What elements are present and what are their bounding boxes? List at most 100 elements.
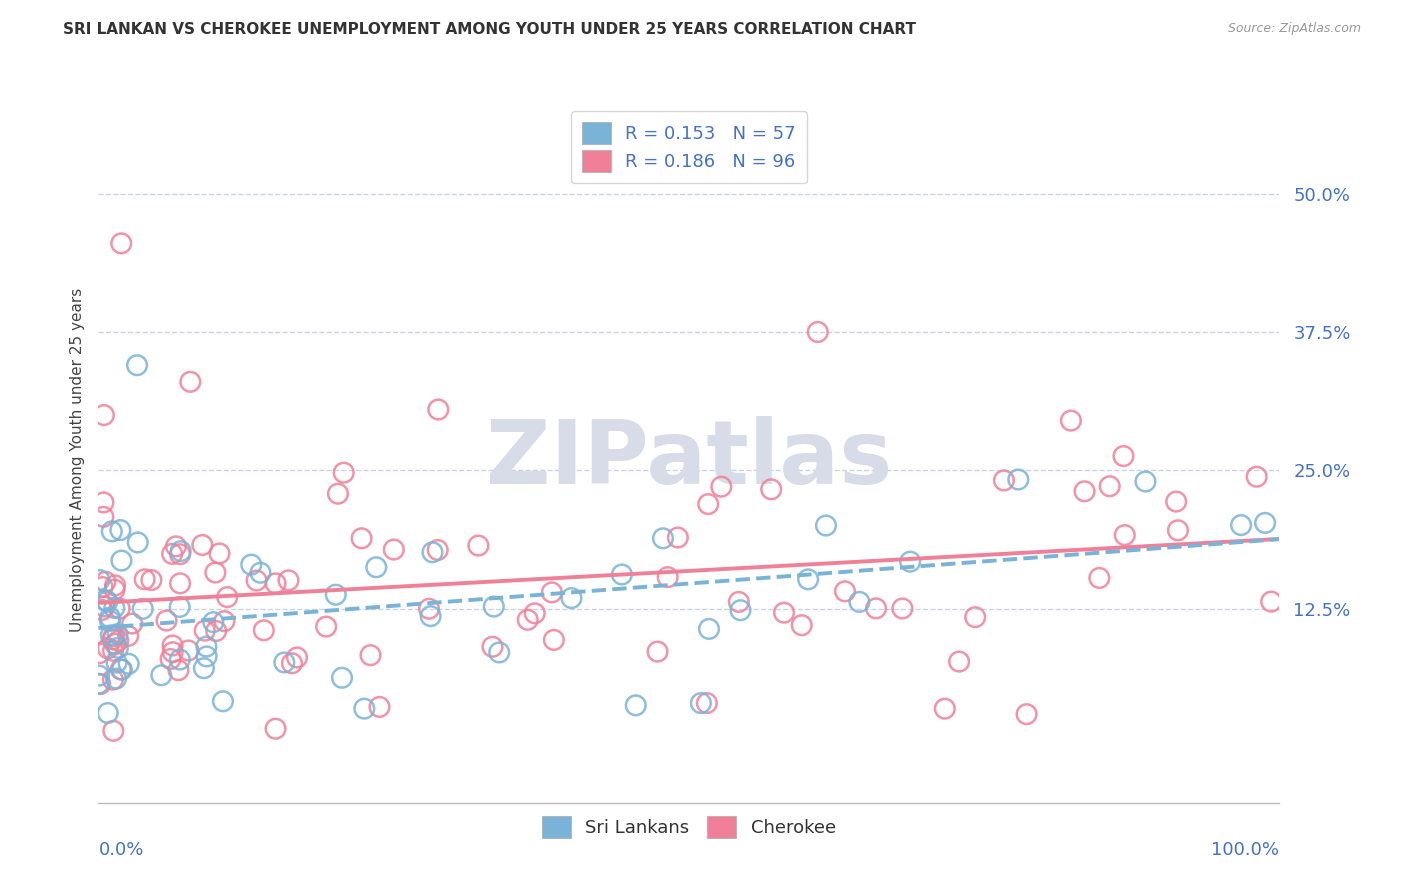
Point	[865, 601, 887, 615]
Point	[1254, 516, 1277, 530]
Point	[108, 601, 131, 615]
Text: 0.0%: 0.0%	[98, 840, 143, 859]
Point	[160, 547, 183, 561]
Point	[170, 544, 193, 558]
Point	[730, 603, 752, 617]
Point	[107, 627, 129, 641]
Point	[814, 518, 837, 533]
Point	[177, 643, 200, 657]
Point	[162, 645, 184, 659]
Point	[366, 560, 388, 574]
Point	[360, 648, 382, 663]
Point	[353, 701, 375, 715]
Point	[273, 656, 295, 670]
Point	[326, 486, 349, 500]
Point	[382, 542, 405, 557]
Point	[165, 539, 187, 553]
Point	[934, 701, 956, 715]
Point	[482, 599, 505, 614]
Point	[467, 539, 489, 553]
Point	[107, 640, 129, 655]
Point	[212, 694, 235, 708]
Point	[253, 624, 276, 638]
Point	[807, 325, 830, 339]
Point	[141, 573, 163, 587]
Point	[169, 652, 191, 666]
Point	[214, 614, 236, 628]
Point	[167, 663, 190, 677]
Point	[100, 628, 122, 642]
Point	[543, 632, 565, 647]
Point	[264, 722, 287, 736]
Point	[652, 531, 675, 545]
Point	[488, 645, 510, 659]
Point	[1098, 479, 1121, 493]
Point	[624, 698, 647, 713]
Point	[98, 610, 121, 624]
Point	[118, 657, 141, 671]
Point	[191, 538, 214, 552]
Point	[560, 591, 582, 605]
Point	[647, 645, 669, 659]
Point	[773, 606, 796, 620]
Point	[1015, 707, 1038, 722]
Point	[264, 576, 287, 591]
Point	[101, 673, 124, 687]
Point	[91, 509, 114, 524]
Point	[690, 696, 713, 710]
Point	[155, 614, 177, 628]
Point	[710, 480, 733, 494]
Point	[202, 615, 225, 629]
Point	[97, 641, 120, 656]
Point	[1073, 484, 1095, 499]
Point	[132, 602, 155, 616]
Point	[523, 607, 546, 621]
Point	[1088, 571, 1111, 585]
Point	[1114, 528, 1136, 542]
Point	[93, 408, 115, 422]
Point	[150, 668, 173, 682]
Point	[195, 649, 218, 664]
Point	[696, 696, 718, 710]
Point	[110, 662, 132, 676]
Point	[89, 646, 111, 660]
Point	[666, 531, 689, 545]
Point	[110, 236, 132, 251]
Point	[179, 375, 201, 389]
Point	[325, 588, 347, 602]
Point	[350, 531, 373, 545]
Point	[427, 402, 450, 417]
Point	[1230, 518, 1253, 533]
Point	[117, 629, 139, 643]
Point	[540, 585, 562, 599]
Point	[426, 543, 449, 558]
Point	[993, 474, 1015, 488]
Point	[193, 661, 215, 675]
Point	[89, 677, 111, 691]
Point	[761, 483, 783, 497]
Point	[101, 632, 124, 647]
Point	[965, 610, 987, 624]
Point	[103, 629, 125, 643]
Point	[848, 595, 870, 609]
Point	[368, 700, 391, 714]
Text: 100.0%: 100.0%	[1212, 840, 1279, 859]
Point	[208, 546, 231, 560]
Point	[104, 578, 127, 592]
Point	[1135, 475, 1157, 489]
Point	[948, 655, 970, 669]
Point	[110, 523, 132, 537]
Point	[418, 601, 440, 615]
Point	[169, 576, 191, 591]
Point	[91, 580, 114, 594]
Point	[204, 566, 226, 580]
Point	[93, 495, 115, 509]
Point	[1260, 594, 1282, 608]
Point	[121, 616, 143, 631]
Point	[94, 574, 117, 589]
Point	[103, 582, 125, 597]
Point	[240, 558, 263, 572]
Point	[834, 584, 856, 599]
Point	[127, 535, 149, 549]
Point	[205, 624, 228, 638]
